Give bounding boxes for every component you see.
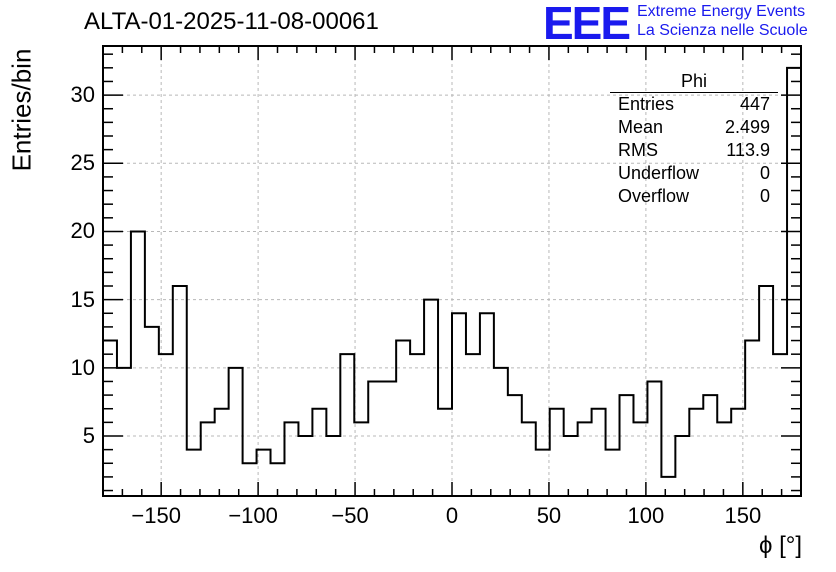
stats-label: Underflow (618, 163, 700, 183)
stats-row: Overflow 0 (610, 185, 778, 208)
y-tick-label: 5 (82, 423, 95, 448)
y-tick-label: 30 (70, 82, 95, 108)
logo-caption-line2: La Scienza nelle Scuole (637, 22, 808, 39)
stats-label: Mean (618, 117, 664, 137)
eee-logo: EEE (543, 0, 631, 49)
x-axis-label: ϕ [°] (758, 532, 802, 559)
stats-label: RMS (618, 140, 658, 160)
logo-caption-line1: Extreme Energy Events (637, 3, 806, 20)
histogram-series (102, 66, 802, 496)
stats-row: RMS 113.9 (610, 139, 778, 162)
stats-label: Overflow (618, 186, 690, 206)
stats-row: Mean 2.499 (610, 116, 778, 139)
stats-value: 0 (759, 163, 770, 183)
x-tick-label: 50 (536, 503, 562, 528)
y-tick-label: 25 (70, 150, 95, 176)
stats-value: 2.499 (724, 117, 770, 137)
stats-box: Phi Entries 447 Mean 2.499 RMS 113.9 Underflow… (610, 70, 778, 208)
stats-row: Underflow 0 (610, 162, 778, 185)
x-tick-label: −50 (331, 503, 369, 528)
x-tick-label: 100 (627, 503, 665, 528)
x-tick-label: 150 (724, 503, 762, 528)
axis-ticks (102, 46, 802, 496)
stats-value: 0 (759, 186, 770, 206)
stats-value: 113.9 (726, 140, 770, 160)
x-tick-label: −100 (228, 503, 278, 528)
y-tick-label: 10 (70, 354, 95, 380)
stats-label: Entries (618, 94, 675, 114)
stats-row: Entries 447 (610, 93, 778, 116)
stats-title: Phi (610, 70, 778, 93)
y-axis-label: Entries/bin (6, 48, 37, 172)
logo-caption: Extreme Energy Events La Scienza nelle S… (637, 2, 808, 40)
x-tick-label: 0 (445, 503, 459, 528)
stats-rows: Entries 447 Mean 2.499 RMS 113.9 Underflow 0 Ove… (610, 93, 778, 208)
y-tick-label: 20 (70, 218, 95, 244)
chart-title: ALTA-01-2025-11-08-00061 (84, 8, 379, 35)
x-tick-label: −150 (131, 503, 181, 528)
grid (103, 46, 801, 496)
y-tick-label: 15 (70, 286, 95, 312)
stats-value: 447 (739, 94, 770, 114)
